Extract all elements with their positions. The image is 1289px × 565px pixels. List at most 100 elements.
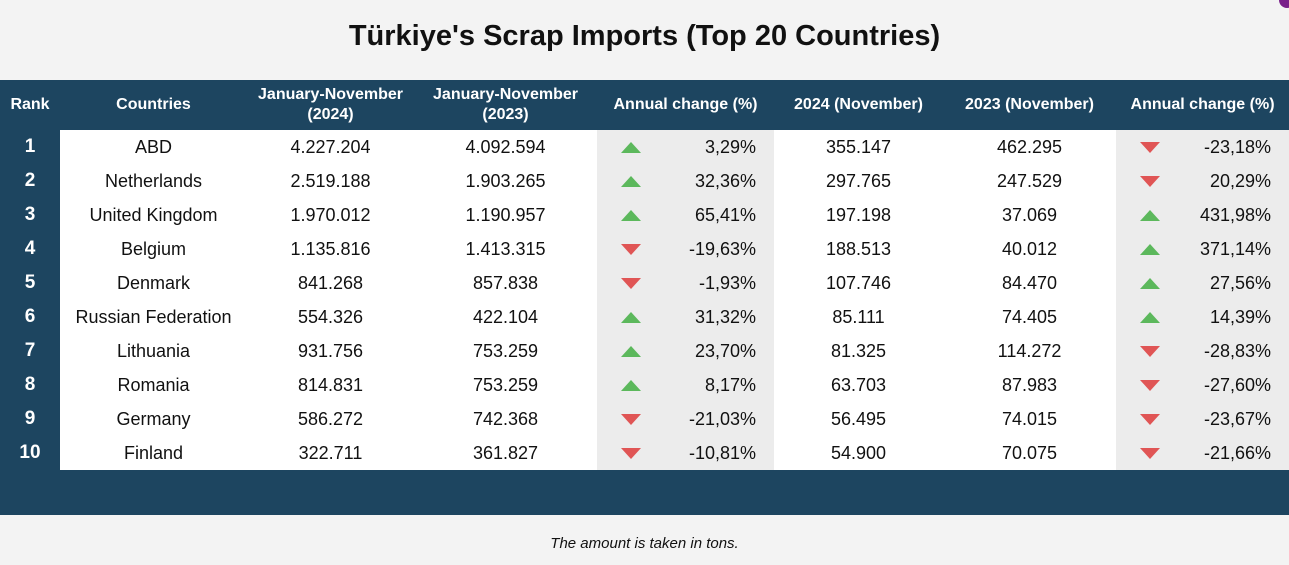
header-rank: Rank (0, 80, 60, 130)
header-jan-nov-2024: January-November (2024) (247, 80, 414, 130)
nov-2024-cell: 56.495 (774, 402, 944, 436)
header-annual-change-1: Annual change (%) (597, 80, 775, 130)
country-cell: ABD (60, 130, 247, 164)
table-row: 10 Finland 322.711 361.827 -10,81% 54.900 70.0… (0, 436, 1289, 470)
country-cell: United Kingdom (60, 198, 247, 232)
jan-nov-2024-cell: 554.326 (247, 300, 414, 334)
triangle-up-icon (621, 142, 641, 154)
change-2-indicator (1116, 334, 1169, 368)
jan-nov-2024-cell: 931.756 (247, 334, 414, 368)
triangle-down-icon (1140, 414, 1161, 426)
nov-2024-cell: 197.198 (774, 198, 944, 232)
triangle-down-icon (1140, 448, 1161, 460)
change-2-cell: 371,14% (1168, 232, 1289, 266)
header-jan-nov-2023-line1: January-November (433, 86, 578, 103)
triangle-down-icon (621, 448, 641, 460)
nov-2023-cell: 74.405 (943, 300, 1117, 334)
rank-cell: 8 (0, 368, 60, 402)
rank-cell: 3 (0, 198, 60, 232)
change-1-cell: 23,70% (649, 334, 775, 368)
nov-2024-cell: 107.746 (774, 266, 944, 300)
change-1-indicator (597, 164, 649, 198)
change-2-cell: 20,29% (1168, 164, 1289, 198)
triangle-up-icon (1140, 278, 1161, 290)
jan-nov-2023-cell: 857.838 (414, 266, 597, 300)
nov-2023-cell: 84.470 (943, 266, 1117, 300)
change-2-indicator (1116, 164, 1169, 198)
change-1-indicator (597, 368, 649, 402)
change-1-cell: 3,29% (649, 130, 775, 164)
change-1-indicator (597, 266, 649, 300)
change-1-indicator (597, 130, 649, 164)
page-title: Türkiye's Scrap Imports (Top 20 Countrie… (348, 20, 941, 52)
country-cell: Germany (60, 402, 247, 436)
table-row: 1 ABD 4.227.204 4.092.594 3,29% 355.147 462.29… (0, 130, 1289, 164)
change-2-indicator (1116, 402, 1169, 436)
change-1-indicator (597, 198, 649, 232)
triangle-up-icon (1140, 312, 1161, 324)
triangle-up-icon (1140, 210, 1161, 222)
triangle-down-icon (1140, 380, 1161, 392)
change-1-cell: 32,36% (649, 164, 775, 198)
nov-2023-cell: 87.983 (943, 368, 1117, 402)
change-1-cell: 31,32% (649, 300, 775, 334)
jan-nov-2023-cell: 361.827 (414, 436, 597, 470)
nov-2023-cell: 40.012 (943, 232, 1117, 266)
jan-nov-2023-cell: 742.368 (414, 402, 597, 436)
footer-note: The amount is taken in tons. (550, 535, 739, 552)
table-row: 3 United Kingdom 1.970.012 1.190.957 65,41% 1… (0, 198, 1289, 232)
header-annual-change-2: Annual change (%) (1116, 80, 1289, 130)
change-2-cell: 431,98% (1168, 198, 1289, 232)
nov-2024-cell: 54.900 (774, 436, 944, 470)
triangle-up-icon (621, 312, 641, 324)
jan-nov-2024-cell: 586.272 (247, 402, 414, 436)
change-1-cell: 8,17% (649, 368, 775, 402)
triangle-up-icon (621, 346, 641, 358)
rank-cell: 10 (0, 436, 60, 470)
triangle-down-icon (1140, 142, 1161, 154)
header-nov-2023: 2023 (November) (943, 80, 1117, 130)
rank-cell: 5 (0, 266, 60, 300)
change-2-cell: 14,39% (1168, 300, 1289, 334)
triangle-up-icon (621, 210, 641, 222)
header-jan-nov-2023-line2: (2023) (482, 106, 529, 123)
change-2-cell: -28,83% (1168, 334, 1289, 368)
table-row: 9 Germany 586.272 742.368 -21,03% 56.495 74.01… (0, 402, 1289, 436)
table-body: 1 ABD 4.227.204 4.092.594 3,29% 355.147 462.29… (0, 130, 1289, 470)
nov-2024-cell: 355.147 (774, 130, 944, 164)
country-cell: Russian Federation (60, 300, 247, 334)
change-1-indicator (597, 402, 649, 436)
triangle-up-icon (621, 176, 641, 188)
jan-nov-2024-cell: 2.519.188 (247, 164, 414, 198)
header-countries: Countries (60, 80, 247, 130)
rank-cell: 1 (0, 130, 60, 164)
jan-nov-2023-cell: 422.104 (414, 300, 597, 334)
header-nov-2024: 2024 (November) (774, 80, 944, 130)
triangle-down-icon (621, 244, 641, 256)
jan-nov-2023-cell: 753.259 (414, 334, 597, 368)
country-cell: Lithuania (60, 334, 247, 368)
change-2-indicator (1116, 300, 1169, 334)
triangle-up-icon (1140, 244, 1161, 256)
nov-2023-cell: 74.015 (943, 402, 1117, 436)
triangle-down-icon (621, 278, 641, 290)
change-1-cell: 65,41% (649, 198, 775, 232)
nov-2024-cell: 63.703 (774, 368, 944, 402)
nov-2024-cell: 81.325 (774, 334, 944, 368)
table-row: 5 Denmark 841.268 857.838 -1,93% 107.746 84.47… (0, 266, 1289, 300)
jan-nov-2023-cell: 1.190.957 (414, 198, 597, 232)
header-jan-nov-2023: January-November (2023) (414, 80, 597, 130)
scrap-imports-table: Rank Countries January-November (2024) J… (0, 80, 1289, 470)
corner-dot (1279, 0, 1289, 8)
jan-nov-2024-cell: 814.831 (247, 368, 414, 402)
rank-cell: 9 (0, 402, 60, 436)
country-cell: Romania (60, 368, 247, 402)
jan-nov-2023-cell: 1.903.265 (414, 164, 597, 198)
rank-cell: 4 (0, 232, 60, 266)
change-2-cell: -21,66% (1168, 436, 1289, 470)
jan-nov-2023-cell: 1.413.315 (414, 232, 597, 266)
table-header-row: Rank Countries January-November (2024) J… (0, 80, 1289, 130)
change-1-cell: -21,03% (649, 402, 775, 436)
jan-nov-2024-cell: 1.135.816 (247, 232, 414, 266)
change-1-indicator (597, 300, 649, 334)
